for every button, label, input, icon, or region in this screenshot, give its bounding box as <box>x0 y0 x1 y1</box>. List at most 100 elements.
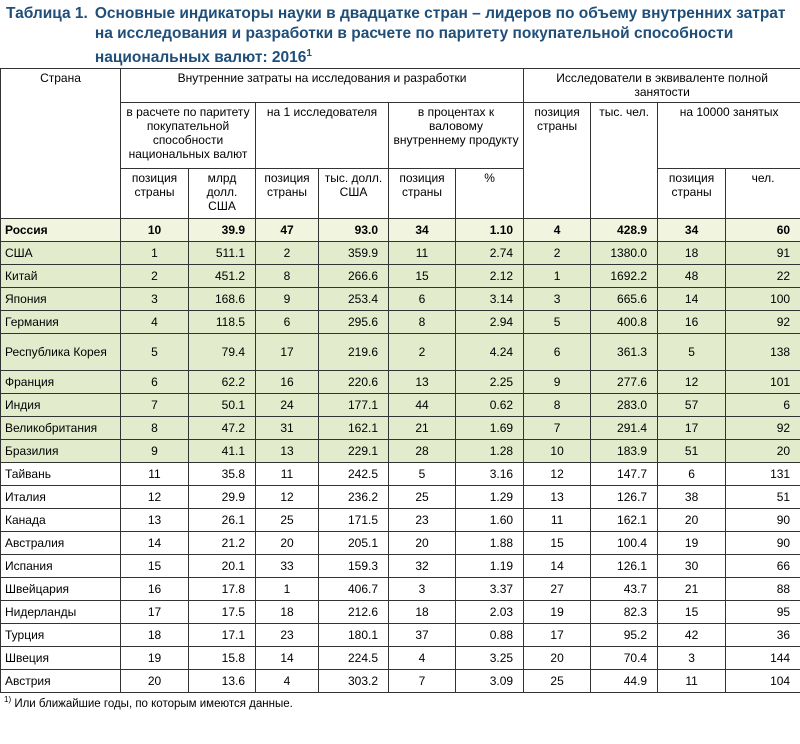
column-group-header: Внутренние затраты на исследования и раз… <box>119 68 525 103</box>
value-cell: 12 <box>657 370 727 394</box>
value-cell: 1.10 <box>454 218 525 242</box>
value-cell: 100.4 <box>590 531 659 555</box>
value-cell: 171.5 <box>318 508 389 532</box>
value-cell: 1.28 <box>454 439 525 463</box>
value-cell: 18 <box>255 600 319 624</box>
value-cell: 1.88 <box>454 531 525 555</box>
column-header: млрд долл. США <box>188 168 256 219</box>
country-cell: Франция <box>0 370 121 394</box>
value-cell: 35.8 <box>188 462 256 486</box>
country-cell: Австрия <box>0 669 121 693</box>
value-cell: 9 <box>255 287 319 311</box>
value-cell: 48 <box>657 264 727 288</box>
value-cell: 39.9 <box>188 218 256 242</box>
column-header: позиция страны <box>255 168 319 219</box>
value-cell: 15 <box>523 531 592 555</box>
value-cell: 9 <box>120 439 189 463</box>
country-cell: Бразилия <box>0 439 121 463</box>
value-cell: 30 <box>657 554 727 578</box>
value-cell: 3 <box>120 287 189 311</box>
value-cell: 62.2 <box>188 370 256 394</box>
value-cell: 229.1 <box>318 439 389 463</box>
value-cell: 92 <box>725 416 800 440</box>
value-cell: 7 <box>120 393 189 417</box>
value-cell: 14 <box>657 287 727 311</box>
value-cell: 10 <box>120 218 189 242</box>
value-cell: 13.6 <box>188 669 256 693</box>
value-cell: 20 <box>120 669 189 693</box>
value-cell: 19 <box>523 600 592 624</box>
value-cell: 31 <box>255 416 319 440</box>
value-cell: 104 <box>725 669 800 693</box>
value-cell: 33 <box>255 554 319 578</box>
country-cell: Швейцария <box>0 577 121 601</box>
value-cell: 303.2 <box>318 669 389 693</box>
value-cell: 4 <box>523 218 592 242</box>
value-cell: 12 <box>255 485 319 509</box>
value-cell: 20 <box>388 531 456 555</box>
value-cell: 8 <box>388 310 456 334</box>
value-cell: 291.4 <box>590 416 659 440</box>
value-cell: 359.9 <box>318 241 389 265</box>
country-cell: Канада <box>0 508 121 532</box>
value-cell: 224.5 <box>318 646 389 670</box>
value-cell: 1 <box>255 577 319 601</box>
value-cell: 25 <box>255 508 319 532</box>
country-cell: Австралия <box>0 531 121 555</box>
table-row: Нидерланды 17 17.5 18 212.6 18 2.03 19 82.3 15 95 <box>0 600 800 624</box>
country-cell: США <box>0 241 121 265</box>
value-cell: 17 <box>120 600 189 624</box>
table-row: США 1 511.1 2 359.9 11 2.74 2 1380.0 18 91 <box>0 241 800 265</box>
value-cell: 266.6 <box>318 264 389 288</box>
value-cell: 277.6 <box>590 370 659 394</box>
table-row: Бразилия 9 41.1 13 229.1 28 1.28 10 183.9 51 20 <box>0 439 800 463</box>
value-cell: 162.1 <box>590 508 659 532</box>
value-cell: 3.25 <box>454 646 525 670</box>
table-title: Основные индикаторы науки в двадцатке ст… <box>95 4 794 68</box>
value-cell: 42 <box>657 623 727 647</box>
value-cell: 4.24 <box>454 333 525 371</box>
value-cell: 17 <box>255 333 319 371</box>
column-header: Страна <box>0 68 121 219</box>
table-row: Япония 3 168.6 9 253.4 6 3.14 3 665.6 14 100 <box>0 287 800 311</box>
column-header: % <box>454 168 525 219</box>
value-cell: 91 <box>725 241 800 265</box>
table-row: Республика Корея 5 79.4 17 219.6 2 4.24 6 361.3 5… <box>0 333 800 371</box>
footnote: 1) Или ближайшие годы, по которым имеютс… <box>0 693 800 712</box>
value-cell: 16 <box>657 310 727 334</box>
value-cell: 3.37 <box>454 577 525 601</box>
value-cell: 6 <box>388 287 456 311</box>
value-cell: 90 <box>725 531 800 555</box>
table-row: Швейцария 16 17.8 1 406.7 3 3.37 27 43.7 21 88 <box>0 577 800 601</box>
value-cell: 32 <box>388 554 456 578</box>
value-cell: 95.2 <box>590 623 659 647</box>
value-cell: 93.0 <box>318 218 389 242</box>
value-cell: 147.7 <box>590 462 659 486</box>
value-cell: 6 <box>255 310 319 334</box>
value-cell: 6 <box>120 370 189 394</box>
value-cell: 144 <box>725 646 800 670</box>
value-cell: 242.5 <box>318 462 389 486</box>
value-cell: 5 <box>388 462 456 486</box>
value-cell: 17.1 <box>188 623 256 647</box>
value-cell: 9 <box>523 370 592 394</box>
column-header: позиция страны <box>657 168 727 219</box>
value-cell: 95 <box>725 600 800 624</box>
table-row: Индия 7 50.1 24 177.1 44 0.62 8 283.0 57 6 <box>0 393 800 417</box>
column-group-header: в расчете по паритету покупательной спос… <box>120 102 256 169</box>
value-cell: 2 <box>523 241 592 265</box>
title-block: Таблица 1. Основные индикаторы науки в д… <box>0 0 800 68</box>
value-cell: 18 <box>388 600 456 624</box>
value-cell: 2.74 <box>454 241 525 265</box>
column-group-header: Исследователи в эквиваленте полной занят… <box>523 68 800 103</box>
value-cell: 19 <box>120 646 189 670</box>
value-cell: 34 <box>657 218 727 242</box>
value-cell: 60 <box>725 218 800 242</box>
value-cell: 180.1 <box>318 623 389 647</box>
value-cell: 44.9 <box>590 669 659 693</box>
value-cell: 17.5 <box>188 600 256 624</box>
value-cell: 0.88 <box>454 623 525 647</box>
value-cell: 20 <box>725 439 800 463</box>
value-cell: 4 <box>388 646 456 670</box>
